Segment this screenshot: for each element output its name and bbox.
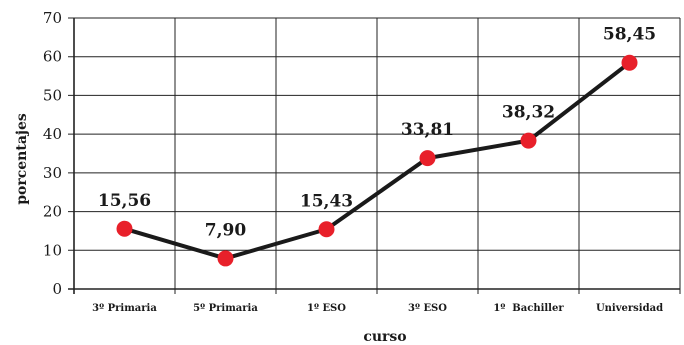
series-line bbox=[123, 61, 631, 261]
data-label: 7,90 bbox=[205, 220, 247, 240]
data-points bbox=[116, 54, 638, 267]
grid-lines bbox=[68, 17, 681, 294]
y-tick-label: 30 bbox=[43, 164, 62, 182]
data-label: 33,81 bbox=[401, 120, 454, 140]
x-axis-title: curso bbox=[363, 329, 406, 345]
x-tick-label: 1º ESO bbox=[307, 303, 346, 314]
data-labels: 15,56 7,90 15,43 33,81 38,32 58,45 bbox=[98, 25, 656, 241]
y-axis-title: porcentajes bbox=[14, 113, 30, 205]
data-point bbox=[116, 220, 133, 237]
data-label: 38,32 bbox=[502, 103, 555, 123]
x-tick-labels: 3º Primaria 5º Primaria 1º ESO 3º ESO 1º Bac… bbox=[92, 303, 663, 314]
x-tick-label: Universidad bbox=[596, 303, 663, 314]
data-point bbox=[621, 54, 638, 71]
y-tick-label: 0 bbox=[52, 280, 62, 298]
data-point bbox=[419, 150, 436, 167]
y-tick-label: 20 bbox=[43, 203, 62, 221]
data-label: 58,45 bbox=[603, 25, 656, 45]
x-tick-label: 1º Bachiller bbox=[493, 303, 564, 314]
data-label: 15,43 bbox=[300, 191, 353, 211]
y-tick-label: 60 bbox=[43, 48, 62, 66]
y-tick-label: 70 bbox=[43, 9, 62, 27]
data-label: 15,56 bbox=[98, 191, 151, 211]
x-tick-label: 5º Primaria bbox=[193, 303, 258, 314]
x-tick-label: 3º ESO bbox=[408, 303, 447, 314]
data-point bbox=[217, 250, 234, 267]
data-point bbox=[318, 221, 335, 238]
x-tick-label: 3º Primaria bbox=[92, 303, 157, 314]
data-point bbox=[520, 132, 537, 149]
y-tick-label: 10 bbox=[43, 241, 62, 259]
y-tick-label: 40 bbox=[43, 125, 62, 143]
y-tick-labels: 0 10 20 30 40 50 60 70 bbox=[43, 9, 62, 298]
y-tick-label: 50 bbox=[43, 86, 62, 104]
